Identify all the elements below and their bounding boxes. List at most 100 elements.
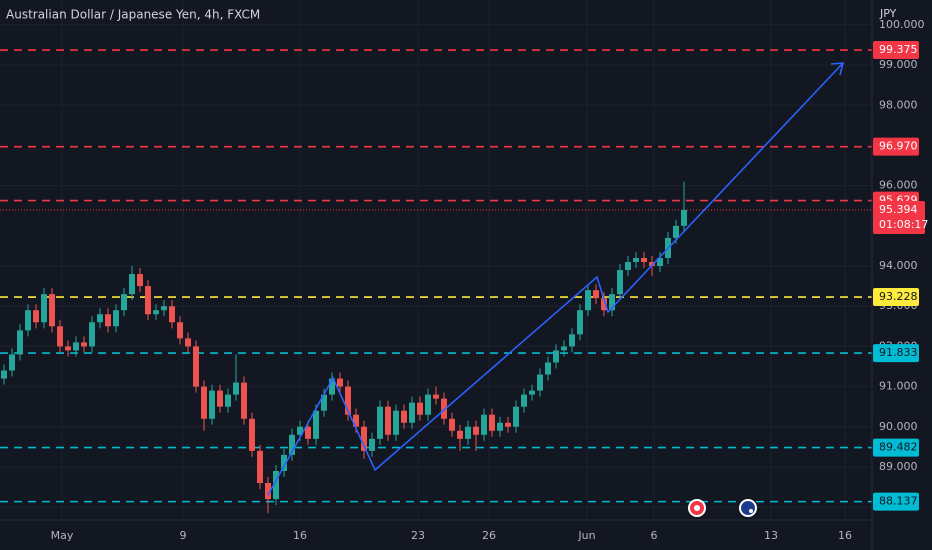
candle-body [569, 334, 575, 347]
candle-body [169, 306, 175, 323]
candle-body [545, 362, 551, 375]
candle-body [577, 310, 583, 335]
candle-body [409, 402, 415, 423]
candle-body [465, 426, 471, 439]
level-label: 91.833 [879, 346, 918, 359]
candle-body [137, 274, 143, 287]
candle-body [249, 418, 255, 451]
candle-body [33, 310, 39, 323]
candle-body [209, 390, 215, 419]
candle-body [273, 470, 279, 500]
x-tick-label: 16 [293, 529, 307, 542]
last-price-box [873, 201, 925, 235]
candle-body [369, 438, 375, 451]
candle-body [305, 426, 311, 439]
chart-title: Australian Dollar / Japanese Yen, 4h, FX… [6, 8, 260, 22]
candle-body [233, 382, 239, 395]
x-tick-label: 26 [482, 529, 496, 542]
y-tick-label: 99.000 [879, 58, 918, 71]
y-tick-label: 89.000 [879, 460, 918, 473]
level-label-box [873, 41, 919, 60]
candle-body [537, 374, 543, 391]
candle-body [593, 290, 599, 299]
y-tick-label: 100.000 [879, 18, 925, 31]
candle-body [129, 274, 135, 295]
x-tick-label: 9 [180, 529, 187, 542]
candle-body [321, 394, 327, 411]
candle-body [489, 414, 495, 431]
candle-body [505, 422, 511, 427]
candle-body [297, 426, 303, 435]
y-tick-label: 94.000 [879, 259, 918, 272]
level-label-box [873, 492, 919, 511]
price-axis: 88.00089.00090.00091.00092.00093.00094.0… [873, 18, 928, 513]
candle-body [657, 257, 663, 267]
candle-body [617, 270, 623, 295]
event-icon-dot [694, 505, 700, 511]
candle-body [161, 306, 167, 311]
candle-body [289, 434, 295, 455]
candle-body [105, 314, 111, 327]
flag-icon[interactable] [739, 499, 757, 517]
candle-body [337, 378, 343, 387]
candle-body [449, 418, 455, 431]
x-tick-label: 23 [411, 529, 425, 542]
candle-body [9, 354, 15, 371]
y-tick-label: 91.000 [879, 380, 918, 393]
candle-body [473, 426, 479, 435]
currency: JPY [879, 7, 897, 20]
candle-body [681, 210, 687, 226]
candle-body [601, 298, 607, 311]
level-label: 89.482 [879, 441, 918, 454]
level-label: 88.137 [879, 495, 918, 508]
level-label-box [873, 438, 919, 457]
candle-body [177, 322, 183, 339]
candle-body [225, 394, 231, 407]
candle-body [25, 310, 31, 331]
x-tick-label: May [51, 529, 74, 542]
candle-body [57, 326, 63, 347]
candle-body [313, 410, 319, 439]
candle-body [17, 330, 23, 355]
candle-body [425, 394, 431, 415]
arrow-head [830, 62, 845, 76]
countdown: 01:08:17 [879, 218, 928, 231]
level-label: 96.970 [879, 140, 918, 153]
candle-body [641, 257, 647, 263]
candle-body [81, 342, 87, 347]
candle-body [649, 262, 655, 267]
candle-body [433, 394, 439, 399]
candle-body [217, 390, 223, 407]
candle-body [257, 450, 263, 484]
x-tick-label: 6 [651, 529, 658, 542]
candle-body [497, 422, 503, 431]
candle-body [377, 406, 383, 439]
x-tick-label: 16 [838, 529, 852, 542]
candle-body [481, 414, 487, 435]
candle-body [49, 294, 55, 327]
candle-body [401, 410, 407, 423]
candle-body [73, 342, 79, 351]
candle-body [529, 390, 535, 395]
y-tick-label: 98.000 [879, 98, 918, 111]
levels [0, 49, 872, 503]
candle-body [457, 430, 463, 439]
time-axis: May 9 16 23 26 Jun 6 13 16 [51, 529, 852, 542]
last-price-label: 95.394 [879, 203, 918, 216]
candles [1, 181, 687, 514]
candle-body [553, 350, 559, 363]
candle-body [625, 262, 631, 271]
candle-body [153, 310, 159, 315]
candle-body [121, 294, 127, 311]
candle-body [201, 386, 207, 419]
candle-body [185, 338, 191, 347]
candle-body [393, 410, 399, 435]
level-label: 93.228 [879, 290, 918, 303]
candle-body [265, 483, 271, 500]
candle-body [193, 346, 199, 387]
x-tick-label: 13 [764, 529, 778, 542]
grid [0, 0, 872, 520]
candle-body [561, 346, 567, 351]
candle-body [441, 398, 447, 419]
